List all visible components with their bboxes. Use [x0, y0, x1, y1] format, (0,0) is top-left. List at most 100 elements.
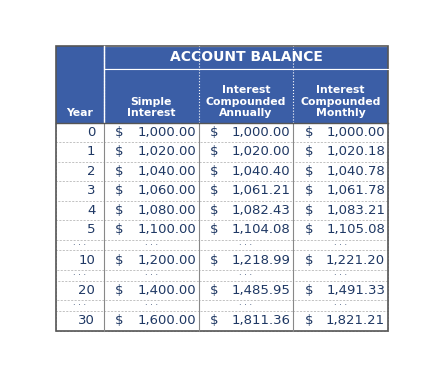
Bar	[293, 250, 388, 270]
Bar	[104, 311, 199, 330]
Text: $: $	[210, 184, 219, 197]
Bar	[293, 300, 388, 311]
Bar	[104, 220, 199, 239]
Bar	[199, 142, 293, 162]
Bar	[56, 270, 104, 281]
Text: 1,040.00: 1,040.00	[137, 165, 196, 178]
Text: 20: 20	[78, 284, 95, 297]
Bar	[199, 300, 293, 311]
Bar	[293, 123, 388, 142]
Text: $: $	[210, 165, 219, 178]
Text: $: $	[115, 223, 124, 236]
Text: 1,040.78: 1,040.78	[326, 165, 385, 178]
Bar	[104, 250, 199, 270]
Text: 1,080.00: 1,080.00	[137, 204, 196, 217]
Bar	[293, 311, 388, 330]
Text: 1,400.00: 1,400.00	[137, 284, 196, 297]
Bar	[56, 46, 104, 69]
Text: $: $	[305, 314, 313, 327]
Bar	[56, 239, 104, 250]
Text: $: $	[210, 145, 219, 159]
Text: Interest
Compounded
Monthly: Interest Compounded Monthly	[301, 85, 381, 119]
Bar	[104, 239, 199, 250]
Text: Interest
Compounded
Annually: Interest Compounded Annually	[206, 85, 286, 119]
Text: 1,060.00: 1,060.00	[137, 184, 196, 197]
Text: $: $	[305, 184, 313, 197]
Text: 3: 3	[87, 184, 95, 197]
Bar	[56, 201, 104, 220]
Text: 1,000.00: 1,000.00	[137, 126, 196, 139]
Text: $: $	[305, 165, 313, 178]
Bar	[104, 281, 199, 300]
Bar	[199, 281, 293, 300]
Bar	[104, 142, 199, 162]
Bar	[199, 300, 293, 311]
Bar	[104, 123, 199, 142]
Bar	[104, 69, 199, 123]
Text: 1,020.00: 1,020.00	[137, 145, 196, 159]
Text: 1,061.21: 1,061.21	[232, 184, 291, 197]
Text: $: $	[210, 126, 219, 139]
Text: ACCOUNT BALANCE: ACCOUNT BALANCE	[170, 50, 323, 65]
Bar	[293, 250, 388, 270]
Bar	[56, 300, 104, 311]
Bar	[104, 201, 199, 220]
Text: 1,061.78: 1,061.78	[326, 184, 385, 197]
Bar	[56, 220, 104, 239]
Bar	[104, 311, 199, 330]
Text: 1,105.08: 1,105.08	[326, 223, 385, 236]
Text: $: $	[115, 145, 124, 159]
Bar	[199, 123, 293, 142]
Bar	[56, 281, 104, 300]
Text: 1,200.00: 1,200.00	[137, 254, 196, 267]
Bar	[104, 270, 199, 281]
Bar	[56, 142, 104, 162]
Bar	[199, 201, 293, 220]
Text: 5: 5	[87, 223, 95, 236]
Bar	[293, 181, 388, 201]
Bar	[104, 123, 199, 142]
Bar	[293, 201, 388, 220]
Text: 1,000.00: 1,000.00	[326, 126, 385, 139]
Bar	[293, 201, 388, 220]
Text: · · ·: · · ·	[334, 301, 347, 310]
Text: $: $	[305, 204, 313, 217]
Text: $: $	[210, 314, 219, 327]
Text: · · ·: · · ·	[334, 241, 347, 250]
Bar	[56, 142, 104, 162]
Bar	[199, 250, 293, 270]
Text: 1,811.36: 1,811.36	[232, 314, 291, 327]
Text: 4: 4	[87, 204, 95, 217]
Text: $: $	[305, 223, 313, 236]
Text: · · ·: · · ·	[239, 301, 252, 310]
Bar	[293, 220, 388, 239]
Text: 1,221.20: 1,221.20	[326, 254, 385, 267]
Bar	[104, 220, 199, 239]
Bar	[56, 250, 104, 270]
Bar	[199, 250, 293, 270]
Bar	[293, 270, 388, 281]
Bar	[293, 300, 388, 311]
Bar	[293, 142, 388, 162]
Bar	[56, 181, 104, 201]
Text: 1,100.00: 1,100.00	[137, 223, 196, 236]
Bar	[104, 270, 199, 281]
Text: $: $	[115, 254, 124, 267]
Bar	[293, 220, 388, 239]
Text: · · ·: · · ·	[73, 301, 87, 310]
Text: $: $	[115, 184, 124, 197]
Bar	[293, 162, 388, 181]
Text: 1,040.40: 1,040.40	[232, 165, 291, 178]
Text: $: $	[115, 204, 124, 217]
Bar	[199, 142, 293, 162]
Bar	[199, 201, 293, 220]
Text: $: $	[210, 254, 219, 267]
Text: $: $	[305, 145, 313, 159]
Bar	[199, 270, 293, 281]
Text: 1,082.43: 1,082.43	[232, 204, 291, 217]
Text: 1,104.08: 1,104.08	[232, 223, 291, 236]
Bar	[199, 181, 293, 201]
Bar	[293, 123, 388, 142]
Bar	[199, 69, 293, 123]
Bar	[104, 300, 199, 311]
